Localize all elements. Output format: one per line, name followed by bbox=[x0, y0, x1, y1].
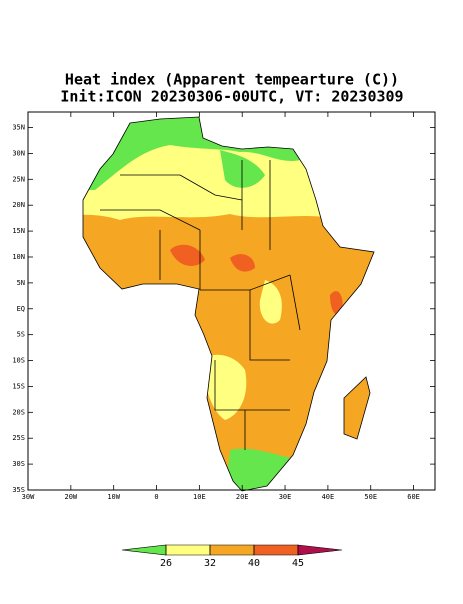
map-subtitle: Init:ICON 20230306-00UTC, VT: 20230309 bbox=[60, 88, 403, 106]
lat-tick-label: 30N bbox=[12, 149, 25, 157]
red-zone bbox=[230, 254, 255, 272]
lat-tick-label: 20N bbox=[12, 201, 25, 209]
lat-tick-label: 30S bbox=[12, 460, 25, 468]
colorbar: 26 32 40 45 bbox=[121, 544, 343, 569]
lat-tick-label: 10S bbox=[12, 357, 25, 365]
ticks: 35N 30N 25N 20N 15N 10N 5N EQ 5S 10S 15S 20S 25S 30S 3… bbox=[12, 112, 435, 501]
colorbar-segment bbox=[297, 544, 343, 556]
lat-tick-label: 35S bbox=[12, 486, 25, 494]
map-title: Heat index (Apparent tempearture (C)) bbox=[65, 71, 399, 89]
lat-tick-label: 15N bbox=[12, 227, 25, 235]
lon-tick-label: 40E bbox=[322, 493, 335, 501]
lat-tick-label: 25S bbox=[12, 434, 25, 442]
lon-tick-label: 0 bbox=[154, 493, 158, 501]
colorbar-segment bbox=[209, 544, 255, 556]
lon-tick-label: 10W bbox=[107, 493, 120, 501]
map-frame bbox=[27, 111, 436, 491]
lon-tick-label: 20W bbox=[65, 493, 78, 501]
lon-tick-label: 60E bbox=[407, 493, 420, 501]
colorbar-segment bbox=[121, 544, 167, 556]
yellow-zone bbox=[259, 280, 282, 324]
lat-tick-label: EQ bbox=[17, 305, 25, 313]
lat-tick-label: 15S bbox=[12, 382, 25, 390]
lon-tick-label: 10E bbox=[193, 493, 206, 501]
colorbar-segment bbox=[165, 544, 211, 556]
lon-tick-label: 30W bbox=[22, 493, 35, 501]
yellow-zone bbox=[200, 354, 247, 420]
coastline bbox=[82, 116, 375, 492]
lat-tick-label: 5N bbox=[17, 279, 25, 287]
red-zone bbox=[170, 244, 205, 266]
lat-tick-label: 20S bbox=[12, 408, 25, 416]
green-zone bbox=[220, 150, 265, 188]
lat-tick-label: 25N bbox=[12, 175, 25, 183]
lat-tick-label: 10N bbox=[12, 253, 25, 261]
colorbar-label: 40 bbox=[248, 558, 260, 569]
lon-tick-label: 30E bbox=[279, 493, 292, 501]
colorbar-segment bbox=[253, 544, 299, 556]
colorbar-label: 26 bbox=[160, 558, 172, 569]
lat-tick-label: 35N bbox=[12, 124, 25, 132]
lon-tick-label: 20E bbox=[236, 493, 249, 501]
colorbar-label: 32 bbox=[204, 558, 216, 569]
lon-tick-label: 50E bbox=[364, 493, 377, 501]
heat-field bbox=[83, 117, 374, 491]
colorbar-label: 45 bbox=[292, 558, 304, 569]
lat-tick-label: 5S bbox=[17, 331, 25, 339]
